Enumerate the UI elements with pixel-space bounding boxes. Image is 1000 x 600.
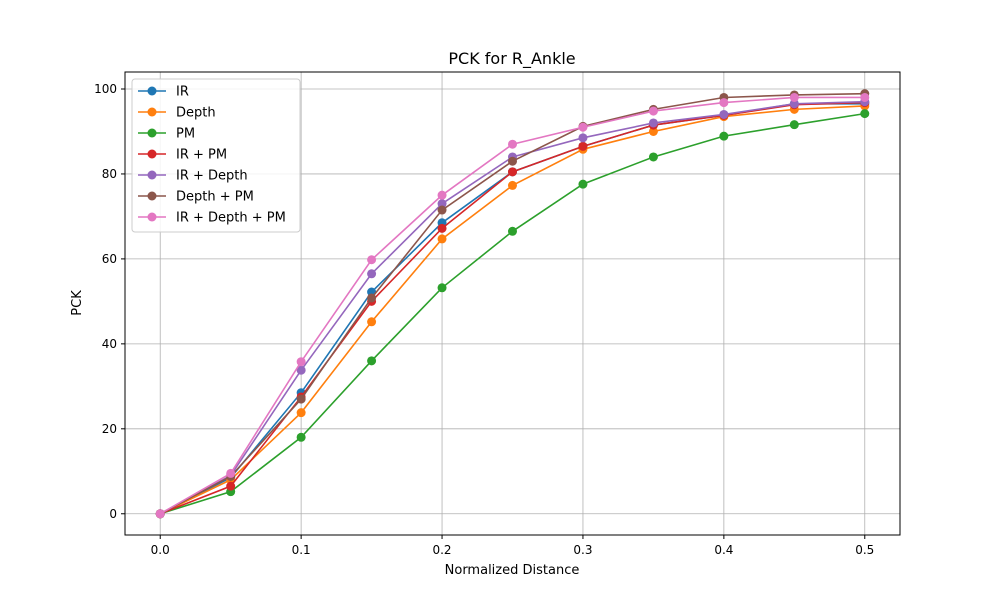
- data-point: [578, 141, 588, 151]
- data-point: [789, 120, 799, 130]
- data-point: [226, 468, 236, 478]
- data-point: [367, 293, 377, 303]
- data-point: [578, 122, 588, 132]
- data-point: [367, 317, 377, 327]
- data-point: [648, 118, 658, 128]
- data-point: [860, 109, 870, 119]
- data-point: [296, 432, 306, 442]
- data-point: [226, 481, 236, 491]
- legend-swatch-marker: [147, 128, 157, 138]
- y-tick-label: 40: [102, 337, 117, 351]
- y-tick-label: 80: [102, 167, 117, 181]
- data-point: [508, 180, 517, 190]
- data-point: [789, 92, 799, 102]
- legend-item: Depth + PM: [138, 190, 254, 205]
- data-point: [437, 205, 447, 215]
- legend-swatch-marker: [147, 212, 157, 222]
- data-point: [155, 509, 165, 519]
- data-point: [648, 152, 658, 162]
- data-point: [719, 98, 729, 108]
- legend-label: Depth: [176, 106, 216, 121]
- data-point: [508, 226, 517, 236]
- data-point: [508, 156, 517, 166]
- plot-frame: [124, 71, 901, 536]
- legend-label: IR + Depth + PM: [176, 211, 286, 226]
- legend-item: Depth: [138, 106, 216, 121]
- data-point: [296, 394, 306, 404]
- data-point: [367, 356, 377, 366]
- y-axis-label: PCK: [70, 290, 85, 316]
- y-tick-label: 20: [102, 422, 117, 436]
- data-point: [437, 283, 447, 293]
- x-tick-label: 0.4: [714, 543, 733, 557]
- data-point: [648, 106, 658, 116]
- legend-label: IR + PM: [176, 148, 227, 163]
- x-tick-label: 0.3: [573, 543, 592, 557]
- axis-ticks: 0.0 0.1 0.2 0.3 0.4 0.5 0 20 40 60 80 100: [94, 82, 874, 557]
- legend-label: PM: [176, 127, 195, 142]
- legend-swatch-marker: [147, 107, 157, 117]
- data-point: [508, 167, 517, 177]
- x-tick-label: 0.5: [855, 543, 874, 557]
- legend-item: IR: [138, 85, 189, 100]
- legend-label: IR: [176, 85, 189, 100]
- legend-item: PM: [138, 127, 195, 142]
- x-tick-label: 0.0: [151, 543, 170, 557]
- data-point: [508, 139, 517, 149]
- data-point: [719, 131, 729, 141]
- x-tick-label: 0.2: [432, 543, 451, 557]
- data-point: [437, 190, 447, 200]
- x-axis-label: Normalized Distance: [445, 563, 580, 578]
- data-point: [578, 133, 588, 143]
- data-point: [860, 92, 870, 102]
- data-point: [296, 357, 306, 367]
- legend-swatch-marker: [147, 149, 157, 159]
- data-point: [578, 179, 588, 189]
- data-point: [367, 255, 377, 265]
- legend-label: Depth + PM: [176, 190, 254, 205]
- legend-label: IR + Depth: [176, 169, 248, 184]
- legend-item: IR + Depth: [138, 169, 248, 184]
- y-tick-label: 60: [102, 252, 117, 266]
- data-point: [367, 269, 377, 279]
- legend-item: IR + Depth + PM: [138, 211, 286, 226]
- data-point: [648, 126, 658, 136]
- data-point: [789, 99, 799, 109]
- legend-item: IR + PM: [138, 148, 227, 163]
- legend-swatch-marker: [147, 191, 157, 201]
- legend-swatch-marker: [147, 86, 157, 96]
- legend: IR Depth PM IR + PM IR + Depth Depth + PM IR +…: [131, 78, 301, 233]
- legend-swatch-marker: [147, 170, 157, 180]
- data-point: [296, 408, 306, 418]
- y-tick-label: 0: [109, 507, 117, 521]
- chart-title: PCK for R_Ankle: [448, 49, 575, 69]
- data-point: [437, 234, 447, 244]
- data-point: [719, 109, 729, 119]
- data-point: [437, 223, 447, 233]
- series-6: [155, 92, 870, 519]
- x-tick-label: 0.1: [292, 543, 311, 557]
- data-point: [296, 365, 306, 375]
- series-group: [155, 89, 870, 519]
- y-tick-label: 100: [94, 82, 117, 96]
- legend-box: [131, 78, 301, 233]
- data-point: [437, 199, 447, 209]
